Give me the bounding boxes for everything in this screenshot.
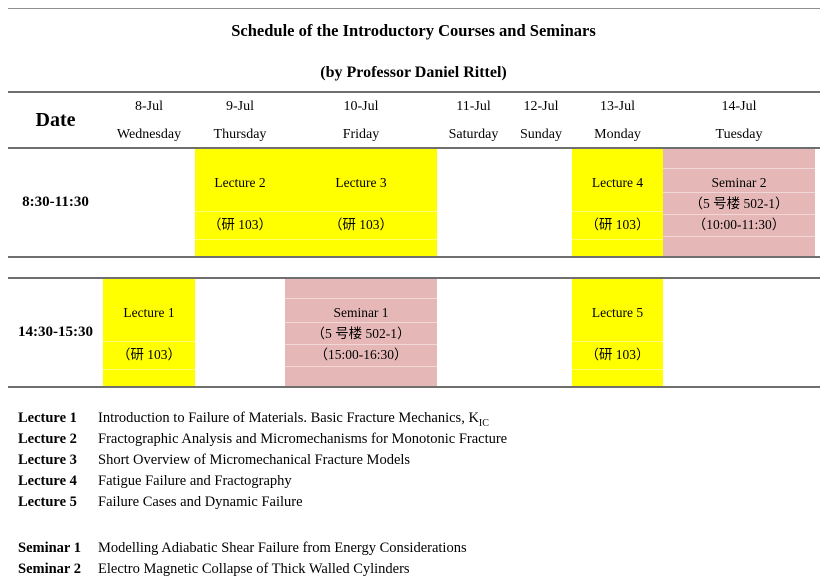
legend-label: Seminar 2 xyxy=(18,561,81,577)
cell-morning-thursday-lecture2: Lecture 2 （研 103） xyxy=(195,149,285,256)
event-title: Lecture 4 xyxy=(591,175,644,190)
date-header-label: Date xyxy=(35,109,76,131)
page-title: Schedule of the Introductory Courses and… xyxy=(231,21,596,40)
event-room: （5 号楼 502-1） xyxy=(311,326,411,341)
event-room: （研 103） xyxy=(207,217,273,232)
event-title: Lecture 1 xyxy=(123,305,175,320)
legend-label: Lecture 5 xyxy=(18,494,77,510)
legend-description: Short Overview of Micromechanical Fractu… xyxy=(98,452,411,468)
day-header-date: 10-Jul xyxy=(343,99,379,114)
day-header-weekday: Saturday xyxy=(448,127,499,142)
legend-description: Fatigue Failure and Fractography xyxy=(98,473,292,489)
legend-description: Failure Cases and Dynamic Failure xyxy=(98,494,303,510)
legend: Lecture 1 Introduction to Failure of Mat… xyxy=(18,408,808,580)
day-header-date: 14-Jul xyxy=(721,99,757,114)
legend-item-seminar1: Seminar 1 Modelling Adiabatic Shear Fail… xyxy=(18,538,808,559)
legend-label: Lecture 4 xyxy=(18,473,77,489)
day-header-wednesday: 8-Jul Wednesday xyxy=(103,94,195,147)
legend-description: Introduction to Failure of Materials. Ba… xyxy=(98,410,489,429)
event-title: Seminar 2 xyxy=(711,175,767,190)
event-room: （研 103） xyxy=(116,347,182,362)
legend-description: Modelling Adiabatic Shear Failure from E… xyxy=(98,540,467,556)
event-title: Lecture 5 xyxy=(591,305,644,320)
legend-description: Electro Magnetic Collapse of Thick Walle… xyxy=(98,561,410,577)
legend-description: Fractographic Analysis and Micromechanis… xyxy=(98,431,508,447)
legend-label: Lecture 2 xyxy=(18,431,77,447)
event-room: （研 103） xyxy=(585,217,650,232)
event-time: （15:00-16:30） xyxy=(314,347,408,362)
page-subtitle: (by Professor Daniel Rittel) xyxy=(320,64,507,81)
row2-bottom-rule xyxy=(8,386,820,388)
legend-item-seminar2: Seminar 2 Electro Magnetic Collapse of T… xyxy=(18,559,808,580)
day-header-weekday: Tuesday xyxy=(715,127,763,142)
event-room: （研 103） xyxy=(328,217,394,232)
day-header-weekday: Wednesday xyxy=(116,127,182,142)
legend-item-lecture2: Lecture 2 Fractographic Analysis and Mic… xyxy=(18,429,808,450)
day-header-date: 9-Jul xyxy=(226,99,254,114)
legend-spacer xyxy=(18,513,808,538)
cell-morning-tuesday-seminar2: Seminar 2 （5 号楼 502-1） （10:00-11:30） xyxy=(663,149,815,256)
legend-item-lecture4: Lecture 4 Fatigue Failure and Fractograp… xyxy=(18,471,808,492)
day-header-weekday: Friday xyxy=(342,127,380,142)
subscript: IC xyxy=(478,417,489,429)
day-header-date: 11-Jul xyxy=(456,99,491,114)
row2-top-rule xyxy=(8,277,820,279)
event-title: Lecture 3 xyxy=(335,175,387,190)
cell-morning-monday-lecture4: Lecture 4 （研 103） xyxy=(572,149,663,256)
event-room: （5 号楼 502-1） xyxy=(689,196,789,211)
day-header-weekday: Thursday xyxy=(213,127,267,142)
cell-morning-friday-lecture3: Lecture 3 （研 103） xyxy=(285,149,437,256)
cell-afternoon-friday-seminar1: Seminar 1 （5 号楼 502-1） （15:00-16:30） xyxy=(285,279,437,386)
cell-afternoon-monday-lecture5: Lecture 5 （研 103） xyxy=(572,279,663,386)
cell-afternoon-wednesday-lecture1: Lecture 1 （研 103） xyxy=(103,279,195,386)
day-header-saturday: 11-Jul Saturday xyxy=(437,94,510,147)
legend-item-lecture1: Lecture 1 Introduction to Failure of Mat… xyxy=(18,408,808,429)
legend-label: Lecture 1 xyxy=(18,410,77,426)
day-header-date: 8-Jul xyxy=(135,99,163,114)
header-bottom-rule xyxy=(8,147,820,149)
time-slot-morning: 8:30-11:30 xyxy=(22,194,89,210)
legend-label: Lecture 3 xyxy=(18,452,77,468)
title-bottom-rule xyxy=(8,91,820,93)
event-title: Lecture 2 xyxy=(214,175,266,190)
day-header-weekday: Monday xyxy=(594,127,641,142)
event-title: Seminar 1 xyxy=(333,305,389,320)
legend-item-lecture3: Lecture 3 Short Overview of Micromechani… xyxy=(18,450,808,471)
day-header-friday: 10-Jul Friday xyxy=(285,94,437,147)
day-header-weekday: Sunday xyxy=(520,127,562,142)
day-header-sunday: 12-Jul Sunday xyxy=(510,94,572,147)
event-room: （研 103） xyxy=(585,347,650,362)
day-header-date: 12-Jul xyxy=(523,99,559,114)
day-header-thursday: 9-Jul Thursday xyxy=(195,94,285,147)
time-slot-afternoon: 14:30-15:30 xyxy=(18,324,93,340)
day-header-tuesday: 14-Jul Tuesday xyxy=(663,94,815,147)
day-header-date: 13-Jul xyxy=(600,99,635,114)
top-rule xyxy=(8,8,820,9)
row1-bottom-rule xyxy=(8,256,820,258)
day-header-monday: 13-Jul Monday xyxy=(572,94,663,147)
event-time: （10:00-11:30） xyxy=(692,217,786,232)
legend-item-lecture5: Lecture 5 Failure Cases and Dynamic Fail… xyxy=(18,492,808,513)
legend-label: Seminar 1 xyxy=(18,540,81,556)
